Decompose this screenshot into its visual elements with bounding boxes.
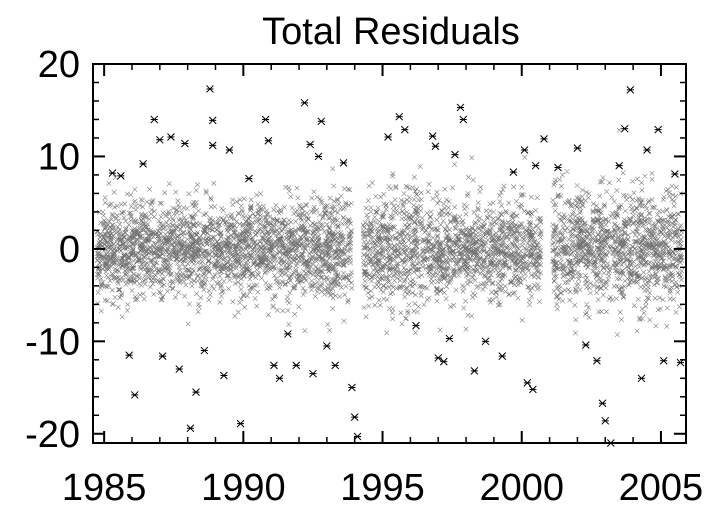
outlier-point [654,125,663,134]
outlier-point [245,174,253,183]
outlier-point [481,337,490,346]
outlier-point [400,125,409,134]
outlier-point [428,132,437,140]
x-tick-label: 2000 [479,467,564,509]
outlier-point [186,424,195,433]
outlier-point [643,146,651,154]
outlier-point [284,330,292,338]
x-tick-label: 1990 [201,467,286,509]
outlier-point [192,388,200,397]
outlier-point [459,115,468,124]
outlier-point [292,361,301,370]
outlier-point [456,103,465,112]
y-tick-label: -10 [25,321,80,363]
outlier-point [219,371,228,380]
outlier-point [130,391,139,399]
outlier-point [554,163,562,172]
outlier-point [620,124,629,133]
outlier-point [264,136,273,145]
outlier-point [601,416,610,425]
outlier-point [659,356,668,365]
outlier-point [167,133,175,141]
outlier-point [309,369,317,378]
outlier-point [150,115,159,124]
outlier-point [573,144,582,152]
outlier-point [606,439,615,447]
outlier-point [208,141,217,150]
outlier-point [439,357,448,366]
outlier-point [395,112,404,121]
outlier-point [615,161,624,170]
ticks-layer: 1985 1990 1995 2000 2005 -20 -10 0 10 20 [25,44,703,509]
y-tick-label: 10 [38,136,80,178]
outlier-point [523,379,532,387]
outlier-point [275,374,284,383]
outlier-point [384,133,392,141]
outlier-point [348,383,356,392]
outlier-point [158,352,167,360]
outlier-point [470,367,479,375]
outlier-point [581,341,590,349]
x-tick-label: 1995 [340,467,425,509]
outlier-point [520,146,529,154]
outlier-point [206,85,214,93]
points-layer [94,85,685,447]
outlier-point [300,98,309,107]
y-tick-label: 0 [59,229,80,271]
outlier-point [317,117,326,126]
outlier-point [598,399,607,408]
outlier-point [431,142,440,151]
x-tick-label: 2005 [619,467,704,509]
outlier-point [509,168,518,177]
outlier-point [451,150,459,159]
outlier-point [155,135,164,144]
outlier-point [339,159,348,167]
residual-point-cloud [94,127,685,338]
outlier-point [208,116,217,125]
outlier-point [445,334,454,343]
outlier-point [350,413,359,421]
outlier-point [200,346,209,355]
outlier-point [412,321,420,330]
outlier-point [108,169,117,177]
outlier-point [225,146,234,154]
outlier-point [116,171,125,180]
x-tick-label: 1985 [62,467,147,509]
outlier-point [314,152,323,161]
outlier-point [181,139,189,148]
outlier-point [331,361,340,370]
chart-title: Total Residuals [262,11,520,53]
outlier-point [323,342,331,350]
outlier-point [236,419,245,428]
outlier-point [498,352,507,360]
outlier-point [531,161,540,170]
outlier-point [270,361,278,370]
y-tick-label: -20 [25,414,80,456]
outlier-point [125,351,134,360]
outlier-point [637,374,646,383]
outlier-point [139,159,147,168]
outlier-point [261,115,270,124]
outlier-point [306,140,315,149]
outlier-point [175,365,184,373]
outlier-point [593,356,601,365]
outlier-point [671,170,679,178]
outlier-point [529,385,537,394]
outlier-point [626,86,635,94]
outlier-point [540,135,548,143]
plot-frame [92,63,687,444]
y-tick-label: 20 [38,44,80,86]
